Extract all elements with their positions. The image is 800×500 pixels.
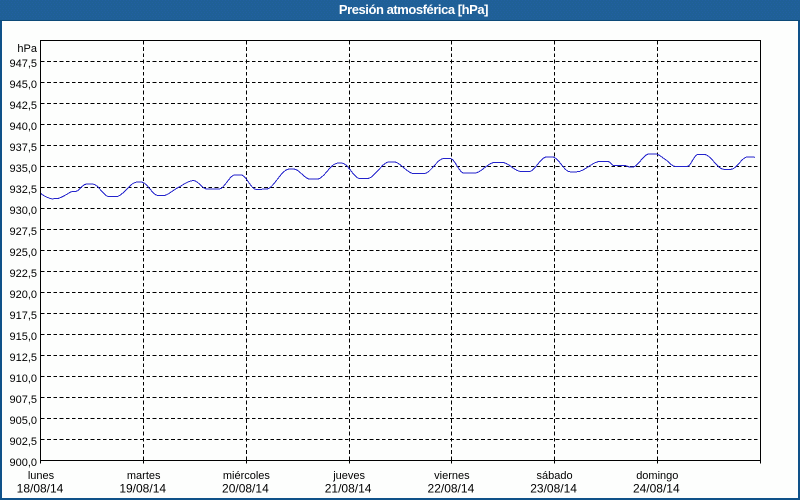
svg-text:21/08/14: 21/08/14 <box>325 482 372 496</box>
svg-text:miércoles: miércoles <box>223 470 271 482</box>
svg-text:940,0: 940,0 <box>9 121 37 133</box>
svg-text:19/08/14: 19/08/14 <box>119 482 166 496</box>
svg-text:23/08/14: 23/08/14 <box>530 482 577 496</box>
svg-text:925,0: 925,0 <box>9 247 37 259</box>
svg-text:942,5: 942,5 <box>9 100 37 112</box>
svg-text:martes: martes <box>127 470 161 482</box>
svg-text:sábado: sábado <box>537 470 573 482</box>
svg-text:902,5: 902,5 <box>9 436 37 448</box>
svg-text:jueves: jueves <box>332 470 365 482</box>
svg-text:20/08/14: 20/08/14 <box>222 482 269 496</box>
svg-text:930,0: 930,0 <box>9 205 37 217</box>
svg-text:22/08/14: 22/08/14 <box>428 482 475 496</box>
svg-text:907,5: 907,5 <box>9 394 37 406</box>
svg-text:922,5: 922,5 <box>9 268 37 280</box>
svg-text:domingo: domingo <box>636 470 678 482</box>
svg-text:945,0: 945,0 <box>9 79 37 91</box>
svg-text:lunes: lunes <box>28 470 55 482</box>
svg-text:18/08/14: 18/08/14 <box>17 482 64 496</box>
svg-text:927,5: 927,5 <box>9 226 37 238</box>
svg-text:910,0: 910,0 <box>9 373 37 385</box>
svg-text:935,0: 935,0 <box>9 163 37 175</box>
svg-text:hPa: hPa <box>17 43 37 55</box>
svg-text:920,0: 920,0 <box>9 289 37 301</box>
svg-text:937,5: 937,5 <box>9 142 37 154</box>
svg-text:932,5: 932,5 <box>9 184 37 196</box>
svg-text:24/08/14: 24/08/14 <box>633 482 680 496</box>
svg-text:viernes: viernes <box>434 470 470 482</box>
svg-text:915,0: 915,0 <box>9 331 37 343</box>
svg-text:905,0: 905,0 <box>9 415 37 427</box>
svg-text:900,0: 900,0 <box>9 457 37 469</box>
svg-text:947,5: 947,5 <box>9 58 37 70</box>
svg-text:917,5: 917,5 <box>9 310 37 322</box>
svg-text:912,5: 912,5 <box>9 352 37 364</box>
